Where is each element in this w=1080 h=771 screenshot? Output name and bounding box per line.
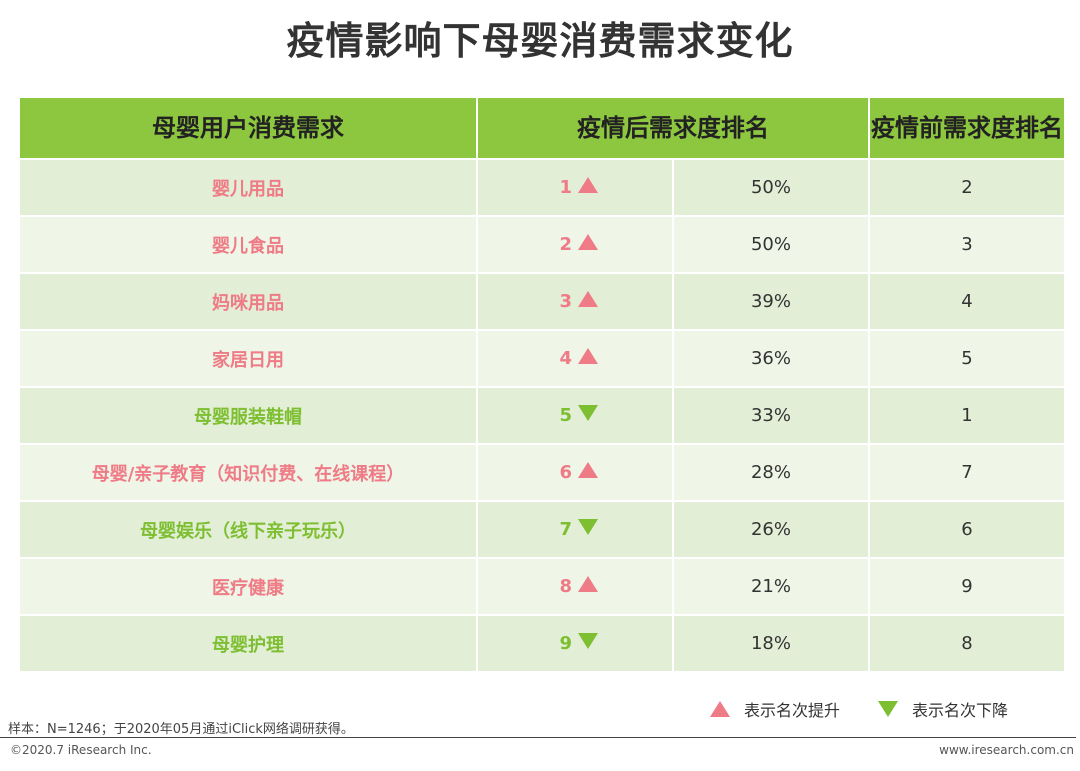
triangle-up-icon bbox=[578, 291, 598, 307]
rank-before-value: 2 bbox=[868, 158, 1066, 217]
demand-name: 妈咪用品 bbox=[18, 272, 478, 331]
sample-note: 样本：N=1246；于2020年05月通过iClick网络调研获得。 bbox=[8, 722, 354, 737]
demand-percent: 21% bbox=[672, 557, 870, 616]
header-rank-before: 疫情前需求度排名 bbox=[868, 96, 1066, 160]
table-row: 母婴护理 9 18% 8 bbox=[18, 614, 1066, 673]
rank-before-value: 9 bbox=[868, 557, 1066, 616]
demand-name: 医疗健康 bbox=[18, 557, 478, 616]
demand-percent: 26% bbox=[672, 500, 870, 559]
rank-after-cell: 5 bbox=[476, 386, 674, 445]
table-row: 婴儿用品 1 50% 2 bbox=[18, 158, 1066, 217]
rank-after-cell: 6 bbox=[476, 443, 674, 502]
table-row: 妈咪用品 3 39% 4 bbox=[18, 272, 1066, 331]
demand-name: 婴儿食品 bbox=[18, 215, 478, 274]
demand-name: 母婴服装鞋帽 bbox=[18, 386, 478, 445]
legend-up-label: 表示名次提升 bbox=[744, 701, 841, 720]
demand-name: 家居日用 bbox=[18, 329, 478, 388]
demand-percent: 50% bbox=[672, 215, 870, 274]
rank-after-cell: 9 bbox=[476, 614, 674, 673]
demand-percent: 18% bbox=[672, 614, 870, 673]
table-header-row: 母婴用户消费需求 疫情后需求度排名 疫情前需求度排名 bbox=[18, 96, 1066, 160]
demand-name: 母婴护理 bbox=[18, 614, 478, 673]
demand-percent: 36% bbox=[672, 329, 870, 388]
table-row: 婴儿食品 2 50% 3 bbox=[18, 215, 1066, 274]
rank-after-value: 4 bbox=[559, 348, 572, 369]
rank-after-value: 3 bbox=[559, 291, 572, 312]
demand-percent: 33% bbox=[672, 386, 870, 445]
table-row: 母婴服装鞋帽 5 33% 1 bbox=[18, 386, 1066, 445]
triangle-up-icon bbox=[710, 700, 730, 717]
ranking-table: 母婴用户消费需求 疫情后需求度排名 疫情前需求度排名 婴儿用品 1 50% 2 婴儿食品… bbox=[18, 96, 1066, 673]
rank-after-cell: 1 bbox=[476, 158, 674, 217]
rank-after-cell: 8 bbox=[476, 557, 674, 616]
table-row: 家居日用 4 36% 5 bbox=[18, 329, 1066, 388]
rank-after-value: 5 bbox=[559, 405, 572, 426]
rank-before-value: 8 bbox=[868, 614, 1066, 673]
legend-up: 表示名次提升 bbox=[710, 697, 840, 721]
copyright: ©2020.7 iResearch Inc. bbox=[10, 743, 152, 757]
demand-name: 母婴/亲子教育（知识付费、在线课程） bbox=[18, 443, 478, 502]
rank-before-value: 4 bbox=[868, 272, 1066, 331]
triangle-up-icon bbox=[578, 462, 598, 478]
rank-after-value: 6 bbox=[559, 462, 572, 483]
rank-after-cell: 7 bbox=[476, 500, 674, 559]
demand-percent: 28% bbox=[672, 443, 870, 502]
triangle-up-icon bbox=[578, 576, 598, 592]
table-body: 婴儿用品 1 50% 2 婴儿食品 2 50% 3 妈咪用品 3 39% 4 家居日用 4 36% 5 母婴服装… bbox=[18, 158, 1066, 673]
table-row: 母婴娱乐（线下亲子玩乐） 7 26% 6 bbox=[18, 500, 1066, 559]
header-rank-after: 疫情后需求度排名 bbox=[476, 96, 870, 160]
triangle-down-icon bbox=[578, 633, 598, 649]
table-row: 母婴/亲子教育（知识付费、在线课程） 6 28% 7 bbox=[18, 443, 1066, 502]
triangle-up-icon bbox=[578, 177, 598, 193]
legend-down: 表示名次下降 bbox=[878, 697, 1008, 721]
rank-after-value: 2 bbox=[559, 234, 572, 255]
triangle-up-icon bbox=[578, 348, 598, 364]
rank-after-cell: 4 bbox=[476, 329, 674, 388]
demand-percent: 50% bbox=[672, 158, 870, 217]
rank-before-value: 7 bbox=[868, 443, 1066, 502]
page-title: 疫情影响下母婴消费需求变化 bbox=[286, 19, 794, 63]
demand-name: 婴儿用品 bbox=[18, 158, 478, 217]
rank-after-value: 9 bbox=[559, 633, 572, 654]
legend-down-label: 表示名次下降 bbox=[912, 701, 1009, 720]
table-row: 医疗健康 8 21% 9 bbox=[18, 557, 1066, 616]
demand-percent: 39% bbox=[672, 272, 870, 331]
triangle-up-icon bbox=[578, 234, 598, 250]
header-demand: 母婴用户消费需求 bbox=[18, 96, 478, 160]
rank-after-cell: 3 bbox=[476, 272, 674, 331]
rank-before-value: 1 bbox=[868, 386, 1066, 445]
triangle-down-icon bbox=[878, 700, 898, 717]
triangle-down-icon bbox=[578, 519, 598, 535]
triangle-down-icon bbox=[578, 405, 598, 421]
rank-before-value: 3 bbox=[868, 215, 1066, 274]
website-link[interactable]: www.iresearch.com.cn bbox=[939, 743, 1074, 757]
footer-divider bbox=[0, 737, 1076, 738]
demand-name: 母婴娱乐（线下亲子玩乐） bbox=[18, 500, 478, 559]
rank-after-value: 7 bbox=[559, 519, 572, 540]
rank-before-value: 5 bbox=[868, 329, 1066, 388]
rank-after-value: 8 bbox=[559, 576, 572, 597]
rank-after-cell: 2 bbox=[476, 215, 674, 274]
rank-after-value: 1 bbox=[559, 177, 572, 198]
rank-before-value: 6 bbox=[868, 500, 1066, 559]
